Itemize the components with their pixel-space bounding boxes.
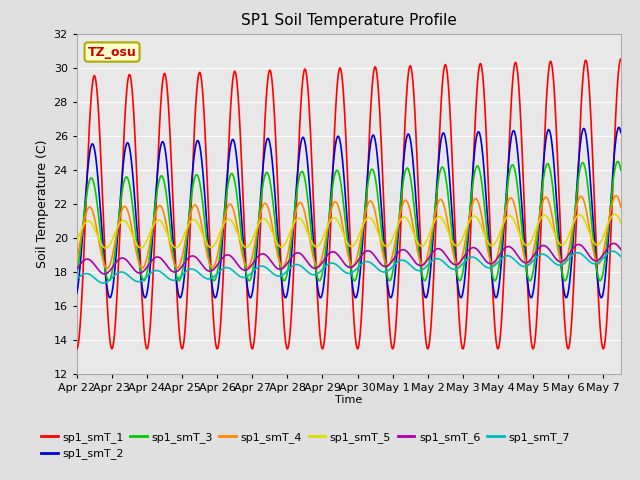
Text: TZ_osu: TZ_osu <box>88 46 136 59</box>
Title: SP1 Soil Temperature Profile: SP1 Soil Temperature Profile <box>241 13 457 28</box>
Legend: sp1_smT_1, sp1_smT_2, sp1_smT_3, sp1_smT_4, sp1_smT_5, sp1_smT_6, sp1_smT_7: sp1_smT_1, sp1_smT_2, sp1_smT_3, sp1_smT… <box>36 428 574 464</box>
X-axis label: Time: Time <box>335 395 362 405</box>
Y-axis label: Soil Temperature (C): Soil Temperature (C) <box>36 140 49 268</box>
